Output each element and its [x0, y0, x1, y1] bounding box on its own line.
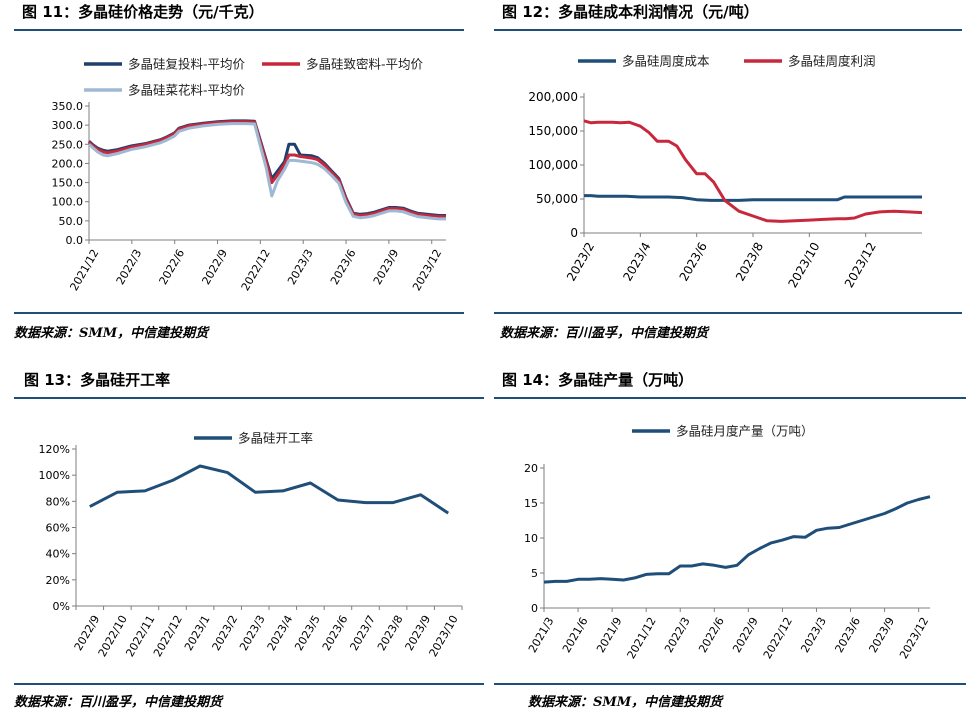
panel-title-operating-rate: 图 13：多晶硅开工率 — [24, 371, 171, 389]
y-tick-label: 100,000 — [528, 158, 578, 172]
y-tick-label: 20 — [524, 462, 538, 475]
chart-cost-profit: 0 50,000 100,000 150,000 200,000 2023/2 2023/4… — [528, 54, 923, 290]
x-tick-label: 2023/6 — [328, 247, 359, 287]
series-line-1 — [543, 495, 931, 584]
legend-label: 多晶硅致密料-平均价 — [306, 57, 424, 72]
y-tick-label: 0% — [53, 600, 70, 613]
x-tick-label: 2023/9 — [867, 615, 898, 655]
legend-label: 多晶硅周度利润 — [788, 54, 876, 69]
x-tick-label: 2023/8 — [733, 240, 766, 284]
source-rule — [494, 312, 962, 314]
source-rule — [14, 312, 464, 314]
x-tick-label: 2022/9 — [72, 613, 103, 653]
x-tick-label: 2023/12 — [410, 247, 444, 293]
x-tick-label: 2022/12 — [239, 247, 273, 293]
series-line-1 — [89, 464, 450, 515]
series-line-1 — [584, 194, 922, 202]
x-tick-label: 2021/12 — [625, 615, 659, 661]
y-tick-label: 100% — [39, 469, 70, 482]
x-tick-label: 2023/3 — [237, 613, 268, 653]
y-tick-label: 50,000 — [536, 192, 578, 206]
series-line-3 — [88, 122, 446, 221]
x-tick-label: 2021/3 — [526, 615, 557, 655]
x-tick-label: 2023/6 — [320, 613, 351, 653]
series-line-2 — [88, 120, 446, 219]
x-tick-label: 2021/9 — [594, 615, 625, 655]
y-tick-label: 150,000 — [528, 124, 578, 138]
x-tick-label: 2023/6 — [832, 615, 863, 655]
x-tick-label: 2023/10 — [785, 240, 822, 290]
x-tick-label: 2023/1 — [182, 613, 213, 653]
y-tick-label: 300.0 — [52, 119, 84, 132]
x-tick-label: 2022/9 — [730, 615, 761, 655]
y-tick-label: 0.0 — [66, 234, 84, 247]
panel-title-cost-profit: 图 12：多晶硅成本利润情况（元/吨） — [502, 3, 759, 21]
x-tick-label: 2023/8 — [375, 613, 406, 653]
panel-title-price: 图 11：多晶硅价格走势（元/千克） — [22, 3, 264, 21]
x-tick-label: 2022/6 — [157, 247, 188, 287]
data-source-note: 数据来源：SMM，中信建投期货 — [14, 326, 209, 341]
x-tick-label: 2023/4 — [265, 613, 296, 653]
x-tick-label: 2023/2 — [210, 613, 241, 653]
title-rule — [494, 29, 962, 31]
source-rule — [494, 683, 966, 685]
legend-label: 多晶硅菜花料-平均价 — [128, 83, 246, 98]
legend-label: 多晶硅复投料-平均价 — [128, 57, 246, 72]
data-source-note: 数据来源：百川盈孚，中信建投期货 — [14, 695, 223, 710]
x-tick-label: 2023/6 — [677, 240, 710, 284]
source-rule — [14, 683, 484, 685]
legend-label: 多晶硅月度产量（万吨） — [676, 424, 814, 439]
legend-label: 多晶硅开工率 — [238, 431, 313, 446]
x-tick-label: 2022/3 — [662, 615, 693, 655]
chart-operating-rate: 0%20%40%60%80%100%120%2022/92022/102022/… — [39, 431, 463, 659]
title-rule — [14, 397, 484, 399]
y-tick-label: 120% — [39, 443, 70, 456]
x-tick-label: 2022/12 — [761, 615, 795, 661]
data-source-note: 数据来源：百川盈孚，中信建投期货 — [500, 326, 709, 341]
x-tick-label: 2023/9 — [403, 613, 434, 653]
x-tick-label: 2021/12 — [67, 247, 101, 293]
title-rule — [14, 29, 464, 31]
x-tick-label: 2023/9 — [371, 247, 402, 287]
y-tick-label: 40% — [46, 548, 70, 561]
x-tick-label: 2022/6 — [696, 615, 727, 655]
x-tick-label: 2023/12 — [897, 615, 931, 661]
x-tick-label: 2023/2 — [564, 240, 597, 284]
series-line-2 — [583, 119, 923, 223]
title-rule — [494, 397, 966, 399]
y-tick-label: 5 — [531, 567, 538, 580]
y-tick-label: 50.0 — [59, 215, 84, 228]
y-tick-label: 200,000 — [528, 90, 578, 104]
x-tick-label: 2023/12 — [842, 240, 879, 290]
chart-price-trend: 0.0 50.0 100.0 150.0 200.0 250.0 300.0 350.0 202… — [52, 57, 446, 293]
x-tick-label: 2022/9 — [199, 247, 230, 287]
y-tick-label: 80% — [46, 495, 70, 508]
x-tick-label: 2023/3 — [798, 615, 829, 655]
y-tick-label: 20% — [46, 574, 70, 587]
x-tick-label: 2021/6 — [560, 615, 591, 655]
legend-label: 多晶硅周度成本 — [622, 54, 710, 69]
y-tick-label: 350.0 — [52, 100, 84, 113]
x-tick-label: 2023/4 — [620, 240, 653, 284]
y-tick-label: 150.0 — [52, 177, 84, 190]
y-tick-label: 0 — [570, 226, 578, 240]
x-tick-label: 2023/3 — [285, 247, 316, 287]
y-tick-label: 10 — [524, 532, 538, 545]
y-tick-label: 200.0 — [52, 157, 84, 170]
panel-title-output: 图 14：多晶硅产量（万吨） — [502, 371, 694, 389]
x-tick-label: 2023/5 — [292, 613, 323, 653]
y-tick-label: 250.0 — [52, 138, 84, 151]
x-tick-label: 2023/7 — [347, 613, 378, 653]
y-tick-label: 0 — [531, 602, 538, 615]
y-tick-label: 100.0 — [52, 196, 84, 209]
x-tick-label: 2022/3 — [114, 247, 145, 287]
y-tick-label: 60% — [46, 522, 70, 535]
data-source-note: 数据来源：SMM，中信建投期货 — [528, 695, 723, 710]
y-tick-label: 15 — [524, 497, 538, 510]
